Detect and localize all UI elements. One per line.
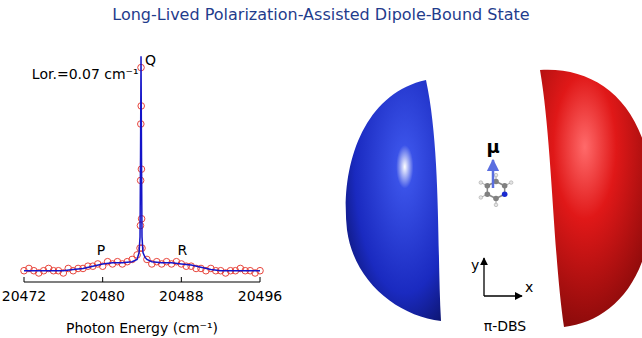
carbon-atom — [485, 183, 491, 189]
x-axis — [24, 281, 260, 282]
positive-lobe — [540, 70, 642, 327]
annotation: Q — [145, 52, 156, 68]
x-tick-label: 20472 — [2, 288, 47, 304]
carbon-atom — [493, 196, 499, 202]
y-axis-arrow — [483, 258, 484, 296]
x-tick — [102, 277, 103, 282]
nitrogen-atom — [502, 191, 508, 197]
plot-area — [21, 56, 264, 276]
hydrogen-atom — [494, 203, 498, 207]
caption: π-DBS — [484, 318, 527, 334]
fit-line — [24, 56, 260, 270]
x-tick-label: 20480 — [80, 288, 125, 304]
hydrogen-atom — [494, 173, 498, 177]
x-tick — [181, 277, 182, 282]
x-axis-title: Photon Energy (cm⁻¹) — [66, 320, 218, 336]
hydrogen-atom — [509, 181, 513, 185]
x-tick-label: 20496 — [238, 288, 283, 304]
annotation: R — [177, 242, 187, 258]
dipole-label: μ — [486, 136, 499, 157]
x-tick — [24, 277, 25, 282]
x-tick — [260, 277, 261, 282]
negative-lobe — [346, 80, 441, 321]
title: Long-Lived Polarization-Assisted Dipole-… — [112, 5, 529, 24]
dipole-arrow — [492, 160, 495, 188]
x-axis-arrow — [484, 295, 522, 296]
carbon-atom — [485, 191, 491, 197]
axis-label: x — [525, 279, 533, 295]
annotation: P — [97, 242, 105, 258]
figure: Long-Lived Polarization-Assisted Dipole-… — [0, 0, 642, 338]
x-tick-label: 20488 — [159, 288, 204, 304]
annotation: Lor.=0.07 cm⁻¹ — [32, 66, 139, 82]
hydrogen-atom — [479, 196, 483, 200]
axis-label: y — [471, 257, 479, 273]
carbon-atom — [502, 183, 508, 189]
hydrogen-atom — [479, 181, 483, 185]
